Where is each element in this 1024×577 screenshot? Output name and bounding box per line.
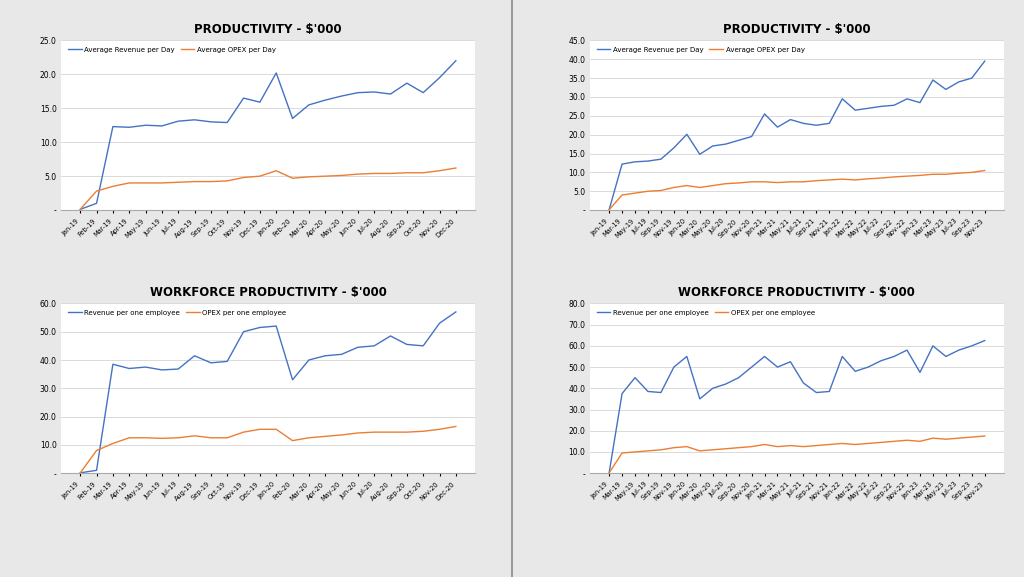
Legend: Revenue per one employee, OPEX per one employee: Revenue per one employee, OPEX per one e…	[594, 307, 818, 319]
Title: WORKFORCE PRODUCTIVITY - $'000: WORKFORCE PRODUCTIVITY - $'000	[679, 287, 915, 299]
Title: PRODUCTIVITY - $'000: PRODUCTIVITY - $'000	[195, 24, 342, 36]
Legend: Average Revenue per Day, Average OPEX per Day: Average Revenue per Day, Average OPEX pe…	[65, 44, 279, 55]
Title: WORKFORCE PRODUCTIVITY - $'000: WORKFORCE PRODUCTIVITY - $'000	[150, 287, 386, 299]
Legend: Revenue per one employee, OPEX per one employee: Revenue per one employee, OPEX per one e…	[65, 307, 289, 319]
Title: PRODUCTIVITY - $'000: PRODUCTIVITY - $'000	[723, 24, 870, 36]
Legend: Average Revenue per Day, Average OPEX per Day: Average Revenue per Day, Average OPEX pe…	[594, 44, 808, 55]
